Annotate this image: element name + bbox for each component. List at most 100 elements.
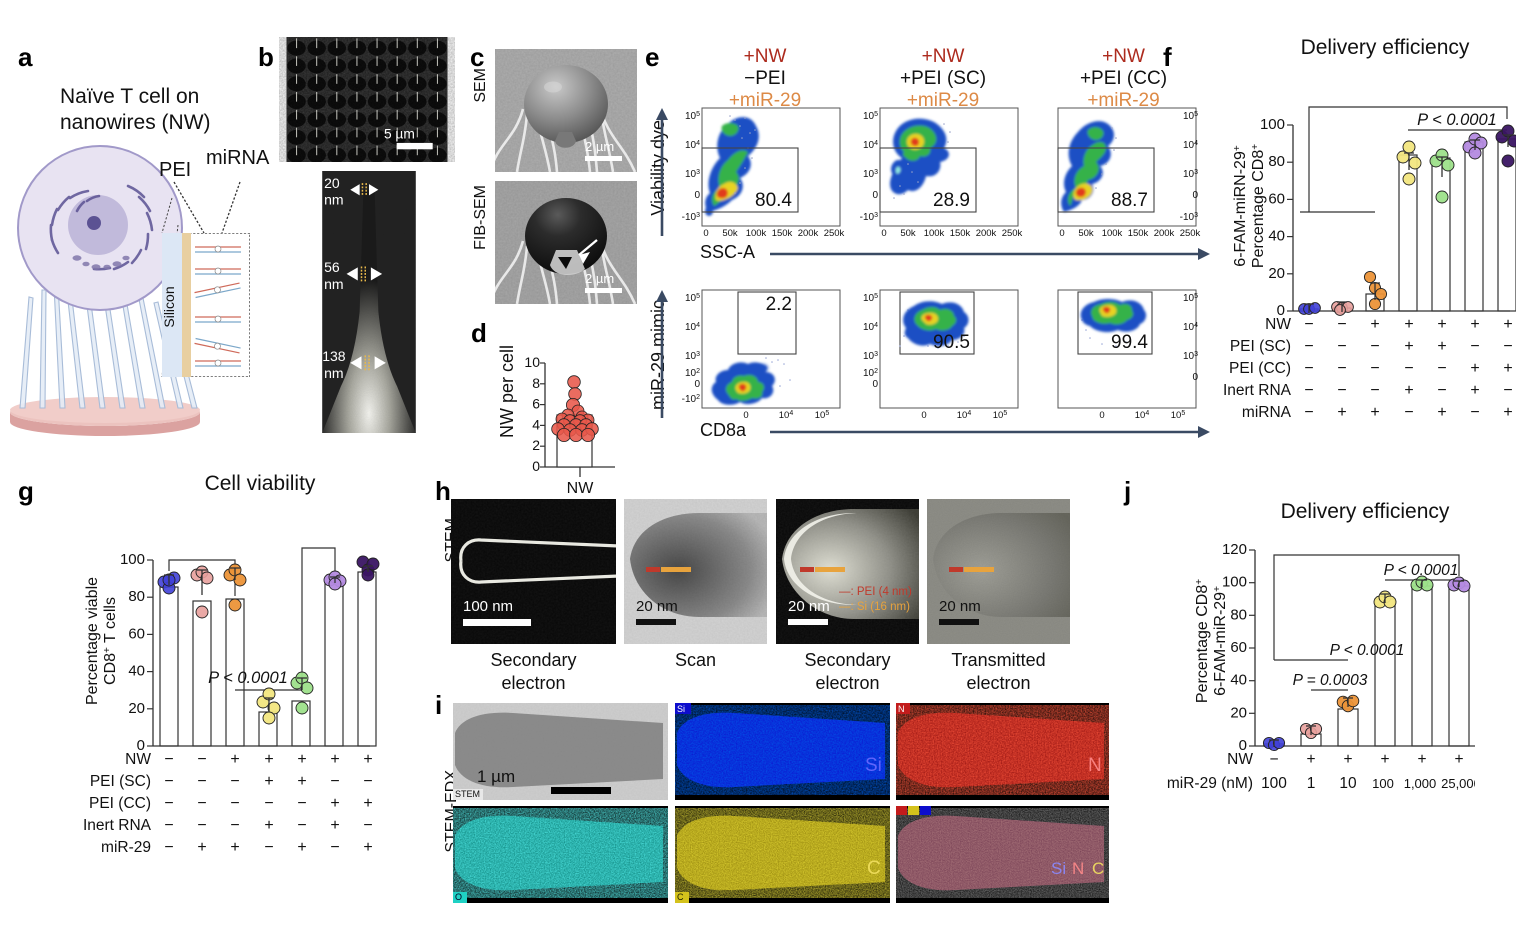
svg-text:−: − <box>230 773 239 790</box>
svg-text:C: C <box>1092 859 1104 878</box>
svg-text:−: − <box>1304 360 1313 377</box>
svg-text:25,000: 25,000 <box>1441 776 1475 791</box>
svg-text:10: 10 <box>524 355 540 370</box>
svg-text:−: − <box>1269 751 1278 768</box>
svg-text:—: PEI (4 nm): —: PEI (4 nm) <box>839 586 912 598</box>
svg-text:−: − <box>264 795 273 812</box>
svg-text:2 µm: 2 µm <box>585 271 614 286</box>
svg-text:20: 20 <box>1268 265 1285 282</box>
svg-text:100k: 100k <box>1102 228 1123 239</box>
svg-text:105: 105 <box>1171 410 1186 421</box>
svg-text:1,000: 1,000 <box>1404 776 1437 791</box>
svg-text:80: 80 <box>1230 606 1247 623</box>
svg-text:+: + <box>297 751 306 768</box>
svg-text:−: − <box>1370 382 1379 399</box>
svg-text:0: 0 <box>921 410 926 421</box>
svg-text:20 nm: 20 nm <box>939 598 981 615</box>
svg-text:−: − <box>164 795 173 812</box>
svg-text:0: 0 <box>1059 228 1064 239</box>
svg-text:−: − <box>1337 360 1346 377</box>
svg-text:Inert RNA: Inert RNA <box>83 817 152 834</box>
svg-text:N: N <box>1072 859 1084 878</box>
svg-text:−: − <box>197 795 206 812</box>
svg-text:—: Si (16 nm): —: Si (16 nm) <box>839 601 910 613</box>
svg-text:103: 103 <box>685 351 700 362</box>
svg-text:104: 104 <box>957 410 972 421</box>
svg-text:99.4: 99.4 <box>1111 332 1148 353</box>
svg-text:P < 0.0001: P < 0.0001 <box>1330 642 1405 659</box>
svg-text:0: 0 <box>703 228 708 239</box>
svg-text:−: − <box>197 773 206 790</box>
svg-text:88.7: 88.7 <box>1111 190 1148 211</box>
svg-text:+: + <box>1470 360 1479 377</box>
svg-text:+: + <box>1343 751 1352 768</box>
svg-text:100k: 100k <box>924 228 945 239</box>
svg-text:−: − <box>1304 404 1313 421</box>
svg-text:−: − <box>1470 338 1479 355</box>
svg-text:100k: 100k <box>746 228 767 239</box>
svg-text:+: + <box>297 839 306 856</box>
svg-text:60: 60 <box>128 625 145 642</box>
svg-text:100: 100 <box>1260 116 1285 133</box>
svg-text:1: 1 <box>1307 775 1316 792</box>
svg-text:104: 104 <box>1135 410 1150 421</box>
svg-text:Silicon: Silicon <box>162 286 177 327</box>
svg-text:+: + <box>264 773 273 790</box>
svg-text:−: − <box>1337 338 1346 355</box>
svg-text:NW: NW <box>567 480 595 497</box>
svg-text:−: − <box>330 839 339 856</box>
svg-text:60: 60 <box>1268 190 1285 207</box>
svg-text:6-FAM-miR-29+: 6-FAM-miR-29+ <box>1212 586 1230 696</box>
svg-text:6: 6 <box>532 396 540 412</box>
svg-text:-103: -103 <box>860 212 878 223</box>
svg-text:−: − <box>264 839 273 856</box>
svg-text:CD8+ T cells: CD8+ T cells <box>102 597 120 685</box>
svg-text:Percentage CD8+: Percentage CD8+ <box>1250 144 1268 268</box>
svg-text:−: − <box>1304 316 1313 333</box>
svg-text:105: 105 <box>863 111 878 122</box>
svg-text:103: 103 <box>685 169 700 180</box>
svg-text:80.4: 80.4 <box>755 190 792 211</box>
svg-text:104: 104 <box>685 140 700 151</box>
svg-text:nm: nm <box>324 276 343 292</box>
svg-text:20 nm: 20 nm <box>636 598 678 615</box>
svg-text:2 µm: 2 µm <box>585 139 614 154</box>
svg-text:−: − <box>164 751 173 768</box>
svg-text:40: 40 <box>128 663 145 680</box>
svg-text:−: − <box>230 817 239 834</box>
svg-text:+: + <box>1370 404 1379 421</box>
svg-text:+: + <box>1437 338 1446 355</box>
svg-text:+: + <box>1503 404 1512 421</box>
svg-text:20: 20 <box>1230 704 1247 721</box>
svg-text:28.9: 28.9 <box>933 190 970 211</box>
svg-text:N: N <box>898 704 905 714</box>
svg-text:200k: 200k <box>798 228 819 239</box>
svg-text:P < 0.0001: P < 0.0001 <box>208 669 288 687</box>
svg-text:O: O <box>455 892 462 902</box>
svg-text:105: 105 <box>863 293 878 304</box>
svg-text:104: 104 <box>685 322 700 333</box>
svg-text:200k: 200k <box>1154 228 1175 239</box>
svg-text:103: 103 <box>863 351 878 362</box>
svg-text:Si: Si <box>865 755 882 776</box>
svg-text:50k: 50k <box>900 228 916 239</box>
svg-text:0: 0 <box>881 228 886 239</box>
svg-text:miR-29 (nM): miR-29 (nM) <box>1167 775 1253 792</box>
svg-text:PEI (SC): PEI (SC) <box>90 773 151 790</box>
svg-text:−: − <box>1503 382 1512 399</box>
svg-text:100: 100 <box>120 551 145 568</box>
svg-text:+: + <box>1370 316 1379 333</box>
svg-text:0: 0 <box>1099 410 1104 421</box>
svg-text:+: + <box>1380 751 1389 768</box>
svg-text:104: 104 <box>779 410 794 421</box>
svg-text:P = 0.0003: P = 0.0003 <box>1293 672 1368 689</box>
svg-text:−: − <box>1370 338 1379 355</box>
svg-text:N: N <box>1088 755 1102 776</box>
svg-text:−: − <box>363 817 372 834</box>
svg-text:−: − <box>197 817 206 834</box>
svg-text:−: − <box>1370 360 1379 377</box>
svg-text:Si: Si <box>677 704 685 714</box>
svg-text:105: 105 <box>685 293 700 304</box>
svg-text:0: 0 <box>694 379 700 390</box>
svg-text:105: 105 <box>815 410 830 421</box>
